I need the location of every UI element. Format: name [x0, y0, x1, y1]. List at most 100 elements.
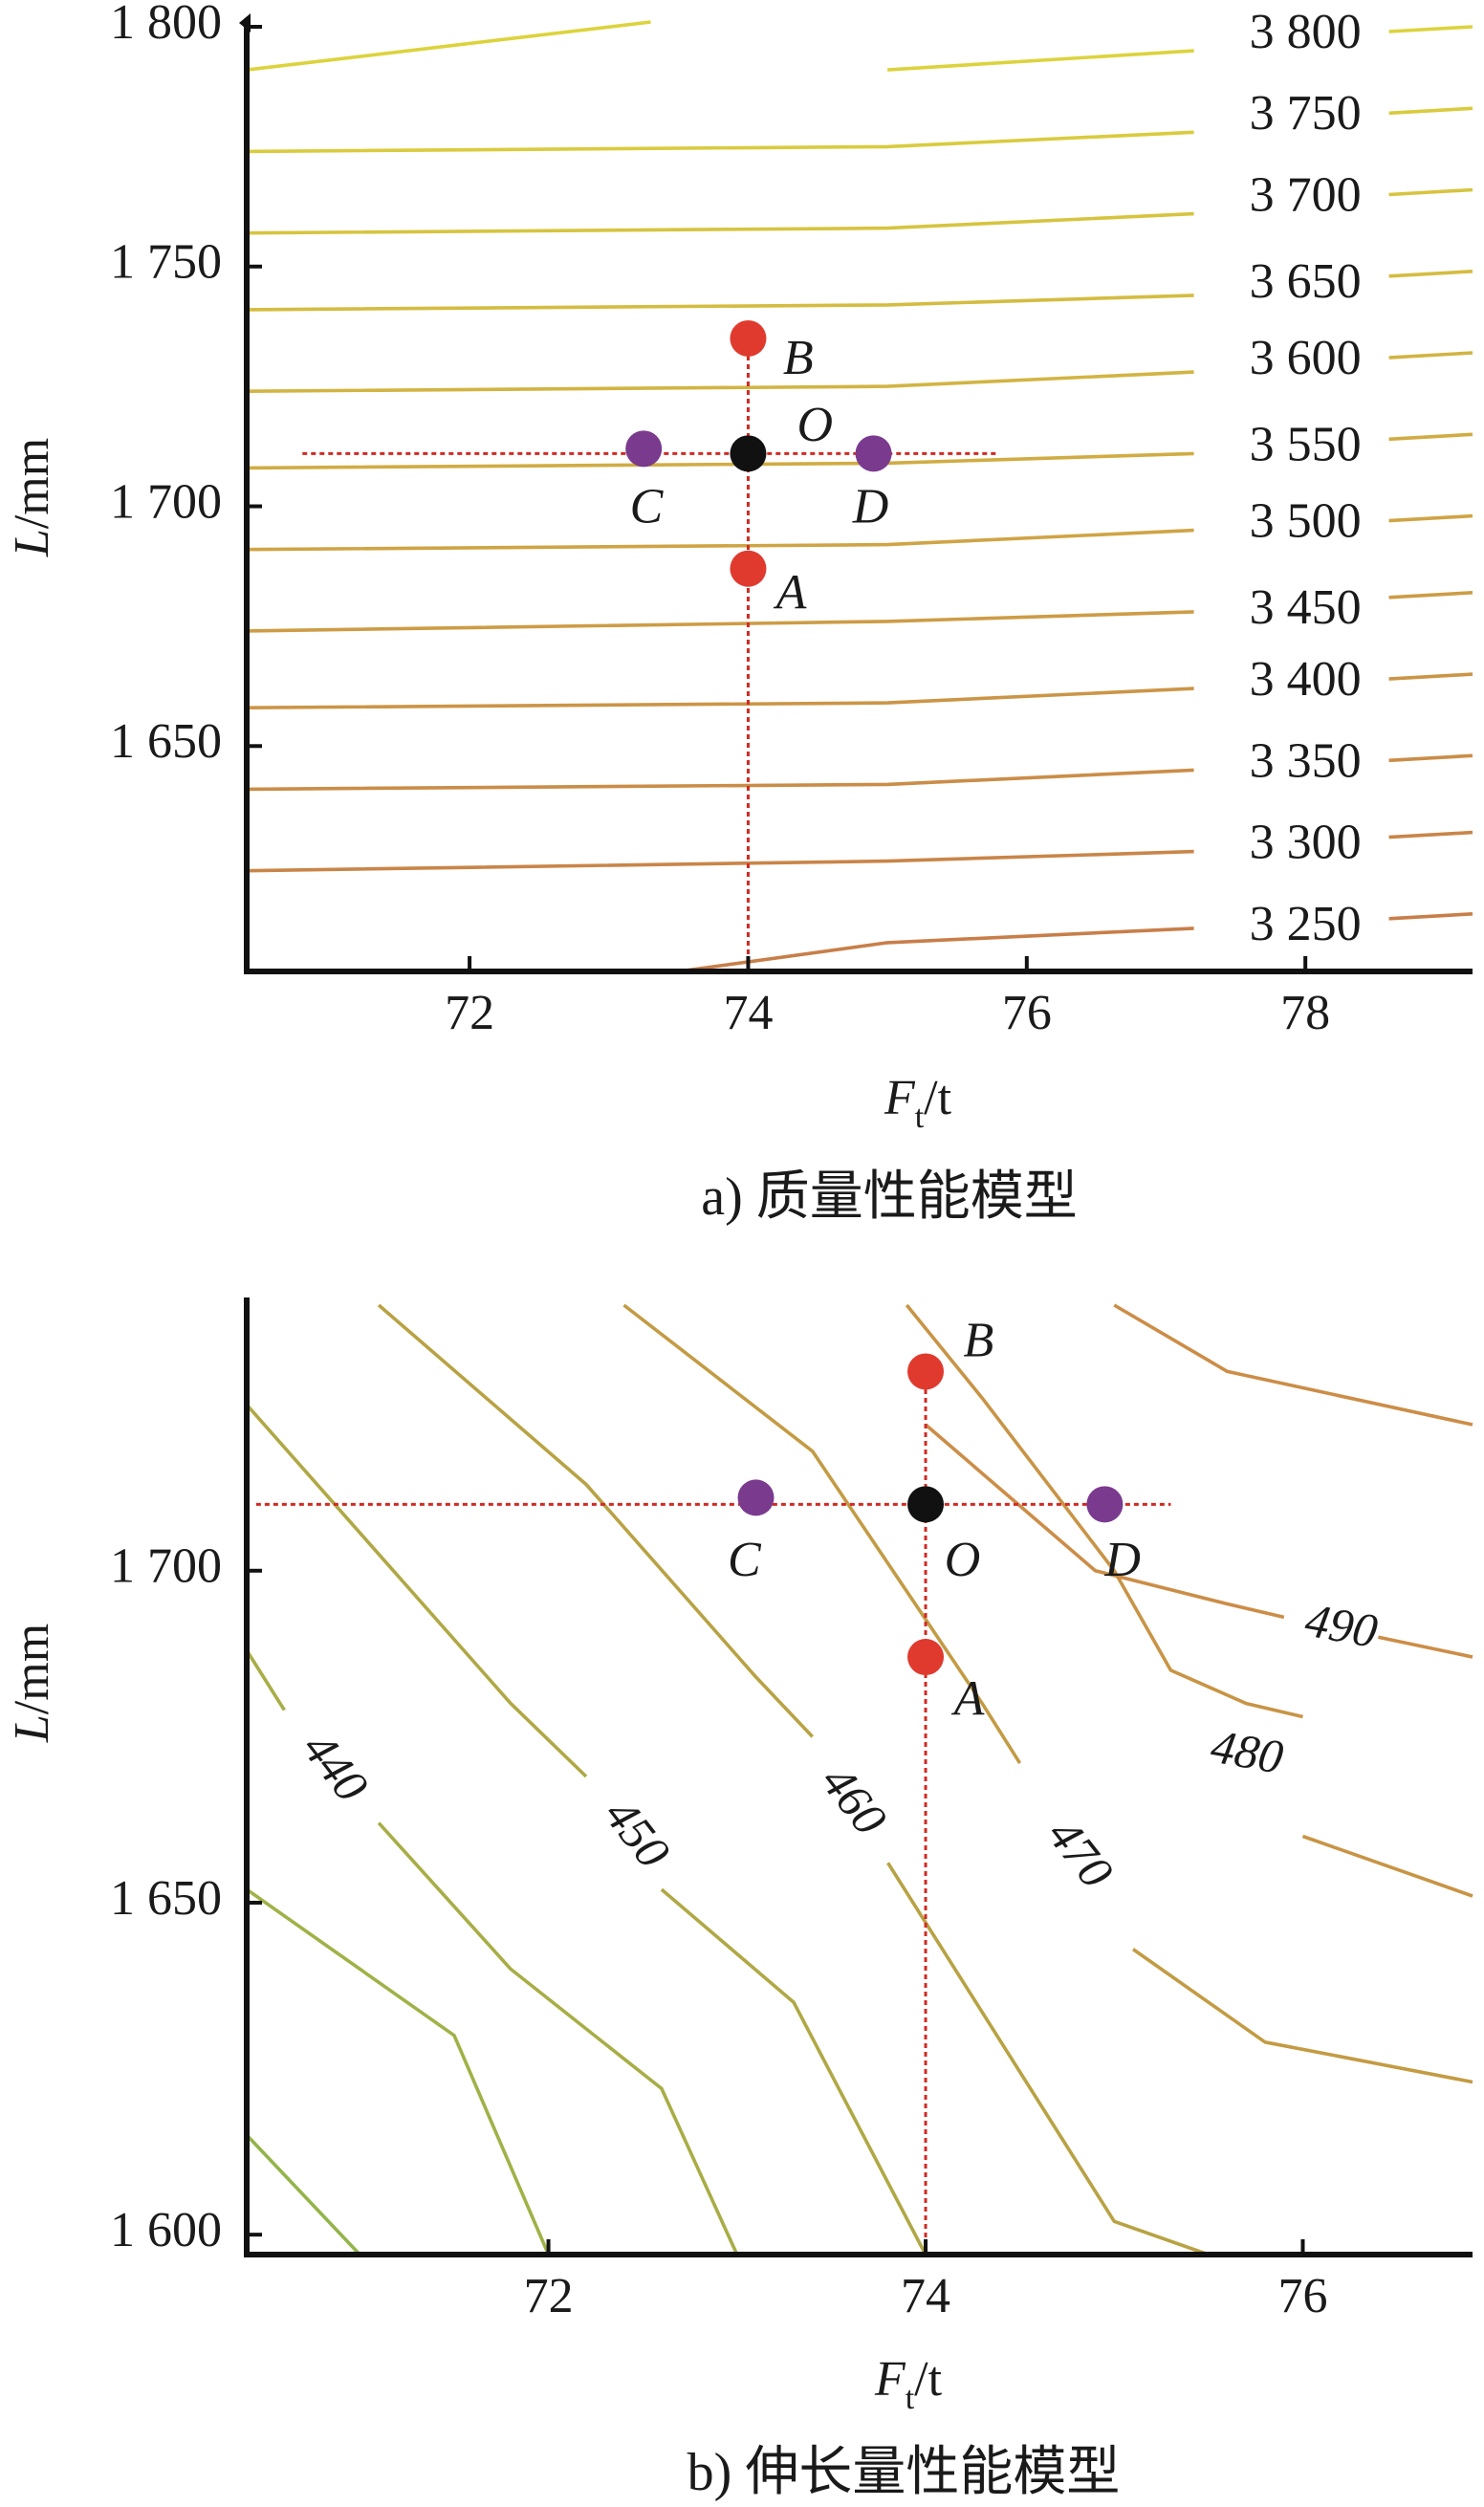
contour-line	[247, 528, 1194, 552]
contour-line	[247, 211, 1194, 235]
point-d	[1086, 1486, 1124, 1523]
x-tick-label: 76	[1002, 986, 1052, 1040]
contour-line	[247, 1404, 588, 1778]
contour-label: 490	[1301, 1593, 1382, 1658]
y-tick-label: 1 600	[110, 2203, 222, 2257]
contour-line	[1301, 1834, 1473, 1898]
point-d	[855, 435, 892, 472]
y-axis-title: L/mm	[5, 1624, 59, 1743]
y-tick-label: 1 800	[110, 0, 222, 50]
contour-line	[247, 2133, 361, 2255]
point-o	[730, 435, 767, 472]
x-axis-title: Ft/t	[874, 2352, 943, 2416]
point-c	[737, 1479, 775, 1516]
contour-line	[247, 610, 1194, 633]
contour-line	[247, 1887, 551, 2255]
contour-tail	[1388, 513, 1473, 523]
y-axis-title-unit: /mm	[5, 438, 59, 529]
contour-tail	[1388, 187, 1473, 197]
contour-tail	[1388, 270, 1473, 278]
x-axis-title-symbol: F	[874, 2352, 906, 2407]
contour-line	[247, 370, 1194, 393]
contour-label: 3 250	[1250, 897, 1362, 951]
x-tick-label: 72	[445, 986, 494, 1040]
point-label-a: A	[774, 566, 807, 621]
point-label-o: O	[945, 1533, 981, 1587]
x-axis-title-subscript: t	[906, 2381, 915, 2416]
contour-line	[886, 1862, 1210, 2255]
y-axis-title-symbol: L	[5, 529, 59, 557]
contour-label: 3 600	[1250, 331, 1362, 385]
contour-line	[622, 1303, 1022, 1765]
contour-label: 3 550	[1250, 417, 1362, 471]
contour-tail	[1388, 432, 1473, 442]
y-axis-title-unit: /mm	[5, 1624, 59, 1714]
chart-caption: a) 质量性能模型	[701, 1167, 1078, 1227]
contour-label: 440	[293, 1722, 379, 1812]
plot-area	[247, 20, 1473, 971]
contour-line	[247, 849, 1194, 873]
contour-line	[247, 451, 1194, 470]
contour-line	[247, 768, 1194, 792]
contour-line	[247, 687, 1194, 709]
y-tick-label: 1 700	[110, 474, 222, 529]
x-axis-title: Ft/t	[884, 1071, 952, 1135]
contour-label: 3 500	[1250, 494, 1362, 549]
chart-panel-a: 3 800 3 750 3 700 3 650 3 600 3 550 3 500 3 450…	[5, 0, 1473, 1227]
point-label-b: B	[783, 331, 814, 385]
contour-label: 3 450	[1250, 580, 1362, 635]
contour-line	[1113, 1303, 1473, 1427]
point-c	[625, 430, 663, 468]
point-b	[907, 1353, 945, 1390]
x-tick-label: 74	[723, 986, 773, 1040]
chart-caption: b) 伸长量性能模型	[687, 2443, 1121, 2502]
point-o	[907, 1486, 945, 1523]
contour-line	[247, 130, 1194, 154]
contour-label: 3 350	[1250, 733, 1362, 788]
contour-line	[247, 1649, 286, 1711]
contour-label: 3 300	[1250, 816, 1362, 870]
contour-label: 460	[811, 1755, 897, 1845]
contour-tail	[1388, 106, 1473, 116]
contour-line	[1378, 1635, 1473, 1659]
point-label-o: O	[797, 398, 833, 452]
contour-label: 3 750	[1250, 86, 1362, 141]
contour-tail	[1388, 25, 1473, 33]
contour-line	[678, 926, 1194, 971]
contour-tail	[1388, 912, 1473, 921]
y-axis-title-symbol: L	[5, 1714, 59, 1743]
x-axis-title-subscript: t	[915, 1100, 925, 1135]
contour-label: 3 700	[1250, 167, 1362, 222]
point-label-d: D	[852, 479, 889, 534]
y-axis-title: L/mm	[5, 438, 59, 557]
contour-line	[1131, 1948, 1473, 2084]
x-axis-title-symbol: F	[884, 1071, 916, 1125]
contour-line	[905, 1303, 1303, 1719]
y-tick-label: 1 750	[110, 235, 222, 290]
y-tick-label: 1 650	[110, 714, 222, 769]
contour-line	[660, 1887, 928, 2255]
point-b	[730, 319, 767, 357]
contour-tail	[1388, 830, 1473, 839]
point-label-d: D	[1103, 1533, 1141, 1587]
point-label-c: C	[630, 479, 665, 534]
contour-label: 3 800	[1250, 5, 1362, 59]
contour-tail	[1388, 672, 1473, 681]
x-tick-label: 76	[1277, 2269, 1327, 2323]
contour-line	[377, 1821, 739, 2255]
point-label-a: A	[951, 1672, 985, 1727]
contour-label: 480	[1207, 1719, 1287, 1784]
y-tick-label: 1 650	[110, 1871, 222, 1926]
contour-line	[886, 49, 1194, 72]
y-tick-label: 1 700	[110, 1539, 222, 1594]
contour-label: 3 650	[1250, 254, 1362, 309]
contour-label: 450	[595, 1788, 681, 1878]
point-label-c: C	[728, 1533, 762, 1587]
contour-tail	[1388, 591, 1473, 600]
plot-area	[247, 1303, 1473, 2255]
contour-line	[924, 1423, 1285, 1620]
contour-tail	[1388, 753, 1473, 763]
